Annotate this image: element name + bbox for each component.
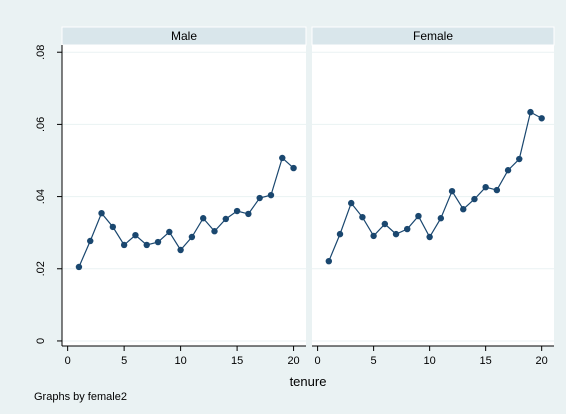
point — [245, 210, 252, 218]
x-axis-label: tenure — [290, 374, 327, 389]
point — [290, 164, 297, 172]
point — [460, 206, 467, 213]
point — [392, 230, 400, 238]
point — [279, 154, 286, 162]
line — [78, 156, 294, 268]
point — [493, 186, 501, 194]
point — [370, 232, 377, 240]
point — [426, 233, 433, 241]
x-tick-label: 5 — [121, 355, 127, 367]
point — [188, 233, 196, 241]
point — [177, 246, 184, 254]
point — [256, 194, 263, 202]
point — [381, 220, 389, 228]
y-tick-label: .02 — [35, 261, 47, 276]
y-tick-label: .06 — [35, 117, 47, 132]
point — [527, 108, 534, 116]
point — [200, 215, 207, 222]
point — [504, 167, 512, 174]
point — [166, 228, 173, 236]
y-tick-label: .04 — [35, 189, 47, 204]
point — [267, 191, 275, 199]
point — [482, 183, 489, 191]
point — [404, 225, 411, 233]
x-tick-label: 0 — [315, 355, 321, 367]
point — [448, 187, 456, 195]
point — [538, 115, 545, 122]
x-tick-label: 15 — [231, 355, 243, 367]
point — [87, 237, 94, 245]
point — [437, 215, 445, 222]
point — [154, 238, 162, 246]
point — [75, 263, 83, 271]
point — [348, 199, 355, 207]
point — [120, 241, 128, 249]
point — [98, 209, 105, 217]
point — [109, 223, 117, 231]
point — [516, 155, 523, 163]
point — [359, 213, 366, 221]
point — [336, 230, 344, 238]
y-tick-label: .08 — [35, 45, 47, 60]
panel-title: Male — [171, 29, 197, 43]
x-tick-label: 0 — [65, 355, 71, 367]
x-tick-label: 10 — [424, 355, 436, 367]
panel-title: Female — [413, 29, 453, 43]
point — [143, 241, 150, 249]
point — [415, 212, 422, 220]
point — [132, 232, 139, 239]
y-tick-label: 0 — [35, 338, 47, 344]
point — [325, 257, 333, 265]
x-tick-label: 10 — [174, 355, 186, 367]
x-tick-label: 20 — [536, 355, 548, 367]
point — [211, 228, 218, 235]
plot-area — [62, 45, 306, 346]
note: Graphs by female2 — [34, 391, 127, 403]
x-tick-label: 20 — [287, 355, 299, 367]
x-tick-label: 5 — [371, 355, 377, 367]
point — [233, 207, 241, 215]
point — [471, 195, 478, 203]
plot-area — [312, 45, 554, 346]
x-tick-label: 15 — [480, 355, 492, 367]
point — [222, 215, 229, 223]
line — [328, 111, 542, 262]
